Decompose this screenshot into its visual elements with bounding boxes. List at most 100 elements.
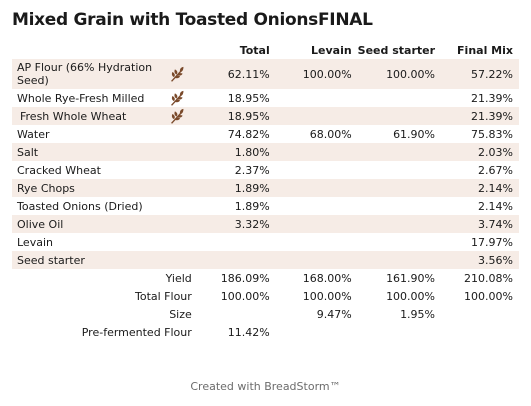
levain-cell: 68.00% — [309, 127, 352, 141]
ingredient-name-cell: Cracked Wheat — [12, 161, 206, 179]
wheat-icon — [170, 108, 184, 124]
final-mix-cell: 2.03% — [441, 143, 519, 161]
table-row: Salt 1.80% 2.03% — [12, 143, 519, 161]
ingredient-name-cell: Rye Chops — [12, 179, 206, 197]
total-cell: 186.09% — [220, 271, 270, 285]
table-row: Levain 17.97% — [12, 233, 519, 251]
ingredient-rows: AP Flour (66% Hydration Seed) 62.11% 100.0… — [12, 59, 519, 269]
table-row: Olive Oil 3.32% 3.74% — [12, 215, 519, 233]
table-row: Whole Rye-Fresh Milled 18.95% 21.39% — [12, 89, 519, 107]
levain-cell: 168.00% — [302, 271, 352, 285]
table-row: Seed starter 3.56% — [12, 251, 519, 269]
ingredient-name: Olive Oil — [17, 217, 64, 231]
final-mix-cell: 57.22% — [441, 59, 519, 89]
ingredient-name: Toasted Onions (Dried) — [17, 199, 143, 213]
table-row: AP Flour (66% Hydration Seed) 62.11% 100.0… — [12, 59, 519, 89]
summary-row: Yield 186.09% 168.00% 161.90% 210.08% — [12, 269, 519, 287]
seed-starter-cell: 61.90% — [393, 127, 436, 141]
ingredient-name: Levain — [17, 235, 53, 249]
levain-cell — [276, 161, 358, 179]
total-cell — [206, 233, 276, 251]
levain-cell — [276, 197, 358, 215]
ingredient-name: Salt — [17, 145, 39, 159]
ingredient-name-cell: Fresh Whole Wheat — [12, 107, 206, 125]
seed-starter-cell: 100.00% — [386, 289, 436, 303]
final-mix-cell: 21.39% — [441, 107, 519, 125]
final-mix-cell: 2.67% — [478, 163, 513, 177]
ingredient-name: AP Flour (66% Hydration Seed) — [17, 61, 153, 87]
seed-starter-cell — [357, 215, 442, 233]
levain-cell — [276, 233, 358, 251]
summary-label: Pre-fermented Flour — [81, 325, 192, 339]
table-row: Cracked Wheat 2.37% 2.67% — [12, 161, 519, 179]
total-cell: 74.82% — [227, 127, 270, 141]
final-mix-cell — [441, 305, 519, 323]
summary-row: Total Flour 100.00% 100.00% 100.00% 100.00% — [12, 287, 519, 305]
footer-credit: Created with BreadStorm™ — [190, 380, 341, 393]
ingredient-name-cell: Seed starter — [12, 251, 206, 269]
total-cell: 11.42% — [227, 325, 270, 339]
recipe-title: Mixed Grain with Toasted OnionsFINAL — [12, 10, 373, 30]
seed-starter-cell — [358, 161, 441, 179]
seed-starter-cell — [357, 179, 442, 197]
final-mix-cell: 75.83% — [471, 127, 513, 141]
levain-cell — [276, 323, 358, 341]
levain-cell — [275, 143, 358, 161]
total-cell: 18.95% — [205, 107, 276, 125]
ingredient-name-cell: Olive Oil — [12, 215, 206, 233]
levain-cell — [275, 179, 358, 197]
ingredient-name: Water — [17, 127, 50, 141]
levain-cell — [276, 89, 358, 107]
header-total: Total — [239, 43, 270, 57]
header-ingredient — [12, 41, 206, 59]
table-row: Fresh Whole Wheat 18.95% 21.39% — [12, 107, 519, 125]
ingredient-name: Fresh Whole Wheat — [20, 109, 127, 123]
seed-starter-cell — [357, 251, 442, 269]
ingredient-name: Whole Rye-Fresh Milled — [17, 91, 145, 105]
final-mix-cell: 210.08% — [464, 271, 513, 285]
final-mix-cell: 100.00% — [464, 289, 513, 303]
ingredient-name-cell: Whole Rye-Fresh Milled — [12, 89, 206, 107]
summary-label: Size — [169, 307, 192, 321]
final-mix-cell — [441, 323, 519, 341]
ingredient-name-cell: AP Flour (66% Hydration Seed) — [12, 59, 206, 89]
seed-starter-cell: 1.95% — [400, 307, 436, 321]
seed-starter-cell: 100.00% — [357, 59, 442, 89]
total-cell: 1.89% — [205, 179, 276, 197]
seed-starter-cell — [358, 197, 441, 215]
total-cell: 18.95% — [227, 91, 270, 105]
final-mix-cell: 3.56% — [441, 251, 519, 269]
seed-starter-cell — [357, 143, 442, 161]
wheat-icon — [170, 66, 184, 82]
final-mix-cell: 3.74% — [441, 215, 519, 233]
total-cell: 1.80% — [205, 143, 276, 161]
total-cell — [206, 305, 276, 323]
total-cell: 3.32% — [205, 215, 276, 233]
table-row: Water 74.82% 68.00% 61.90% 75.83% — [12, 125, 519, 143]
final-mix-cell: 2.14% — [478, 199, 513, 213]
total-cell: 2.37% — [234, 163, 270, 177]
final-mix-cell: 2.14% — [441, 179, 519, 197]
summary-row: Size 9.47% 1.95% — [12, 305, 519, 323]
seed-starter-cell — [357, 107, 442, 125]
ingredient-name: Rye Chops — [17, 181, 75, 195]
levain-cell — [275, 215, 358, 233]
final-mix-cell: 21.39% — [471, 91, 513, 105]
levain-cell: 9.47% — [316, 307, 352, 321]
header-levain: Levain — [311, 43, 352, 57]
header-seed-starter: Seed starter — [357, 43, 436, 57]
levain-cell — [275, 107, 358, 125]
ingredient-name-cell: Levain — [12, 233, 206, 251]
total-cell: 100.00% — [220, 289, 270, 303]
levain-cell: 100.00% — [302, 289, 352, 303]
table-row: Rye Chops 1.89% 2.14% — [12, 179, 519, 197]
header-final-mix: Final Mix — [457, 43, 513, 57]
ingredient-name: Seed starter — [17, 253, 85, 267]
summary-label: Yield — [165, 271, 192, 285]
total-cell: 62.11% — [205, 59, 276, 89]
final-mix-cell: 17.97% — [471, 235, 513, 249]
total-cell — [205, 251, 276, 269]
seed-starter-cell — [358, 233, 441, 251]
ingredient-name-cell: Salt — [12, 143, 206, 161]
table-header-row: Total Levain Seed starter Final Mix — [12, 41, 519, 59]
